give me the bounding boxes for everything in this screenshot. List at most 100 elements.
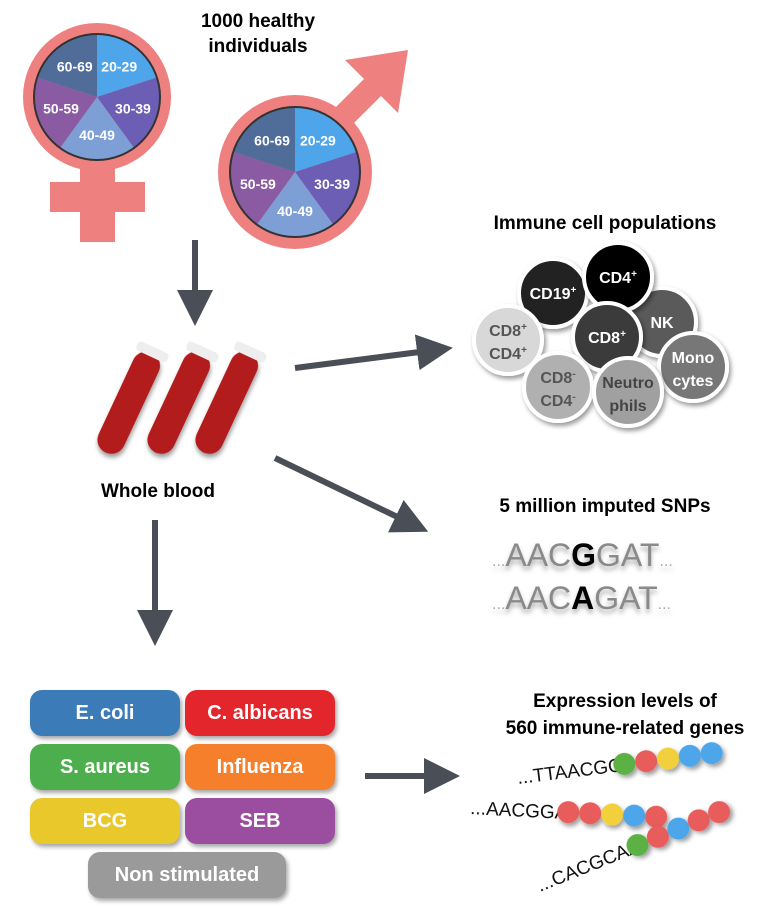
- bead: [646, 825, 669, 848]
- snp-variant: G: [571, 537, 596, 573]
- svg-text:CD4+: CD4+: [489, 345, 527, 363]
- cell-label-sup: -: [572, 369, 575, 380]
- cell-label: cytes: [673, 373, 714, 390]
- svg-text:CD8+: CD8+: [588, 329, 626, 347]
- cell-0: CD8+CD4+: [472, 304, 544, 376]
- pie-slice: [295, 107, 357, 172]
- blood-tubes-icon: [97, 341, 267, 454]
- bead: [623, 804, 646, 827]
- cell-2: CD4+: [582, 241, 654, 313]
- bead: [687, 809, 710, 832]
- cell-label: Neutro: [602, 375, 654, 392]
- expression-strand: ...TTAACGG: [516, 742, 723, 789]
- age-label: 30-39: [115, 101, 151, 117]
- immune-title: Immune cell populations: [494, 213, 717, 234]
- pie-slice: [256, 172, 334, 237]
- cell-label: Mono: [672, 350, 715, 367]
- bead: [667, 817, 690, 840]
- stimulus-s-aureus: S. aureus: [30, 744, 180, 790]
- pie-slice: [37, 34, 97, 97]
- expression-title-1: Expression levels of: [533, 691, 717, 712]
- cell-label-sup: +: [631, 269, 637, 280]
- svg-text:cytes: cytes: [673, 373, 714, 390]
- bead: [635, 750, 658, 773]
- cell-7: Mono cytes: [657, 331, 729, 403]
- bead: [579, 802, 602, 825]
- svg-text:NK: NK: [650, 315, 674, 332]
- age-label: 40-49: [79, 127, 115, 143]
- bead: [626, 834, 649, 857]
- pie-slice: [59, 97, 135, 160]
- snp-variant: A: [571, 580, 594, 616]
- bead: [678, 744, 701, 767]
- cell-label: NK: [650, 315, 674, 332]
- cell-label: CD8: [540, 370, 572, 387]
- strand-sequence: ...TTAACGG: [516, 755, 624, 789]
- cell-label-sup: +: [521, 322, 527, 333]
- bead: [645, 805, 668, 828]
- expression-title-2: 560 immune-related genes: [506, 718, 745, 739]
- title-line-2: individuals: [208, 36, 307, 57]
- bead: [613, 752, 636, 775]
- age-label: 60-69: [254, 132, 290, 148]
- svg-text:CD4+: CD4+: [599, 269, 637, 287]
- cell-5: CD8-CD4-: [522, 351, 594, 423]
- bead: [601, 803, 624, 826]
- whole-blood-label: Whole blood: [101, 481, 215, 502]
- stimulus-e-coli: E. coli: [30, 690, 180, 736]
- pie-slice: [233, 107, 295, 172]
- age-label: 20-29: [101, 58, 137, 74]
- svg-text:CD8-: CD8-: [540, 369, 575, 387]
- stimulus-non-stimulated: Non stimulated: [88, 852, 286, 898]
- cell-label-sup: +: [620, 329, 626, 340]
- age-label: 20-29: [300, 132, 336, 148]
- expression-strands: ...TTAACGG...AACGGAT...CACGCAA: [470, 742, 731, 897]
- cell-4: CD8+: [571, 301, 643, 373]
- svg-text:Neutro: Neutro: [602, 375, 654, 392]
- svg-text:phils: phils: [609, 398, 646, 415]
- pie-slice: [97, 77, 160, 148]
- arrow-to-snps: [273, 455, 429, 533]
- stimulus-seb: SEB: [185, 798, 335, 844]
- cell-label: CD4: [540, 393, 572, 410]
- pie-slice: [34, 77, 97, 148]
- svg-text:CD19+: CD19+: [530, 285, 577, 303]
- age-label: 50-59: [43, 101, 79, 117]
- cell-label: phils: [609, 398, 646, 415]
- cell-label: CD4: [489, 346, 521, 363]
- cell-label: CD19: [530, 286, 571, 303]
- pie-slice: [97, 34, 157, 97]
- cell-1: CD19+: [517, 257, 589, 329]
- age-label: 40-49: [277, 203, 313, 219]
- cell-label-sup: +: [571, 285, 577, 296]
- pie-slice: [229, 151, 295, 225]
- bead: [700, 742, 723, 765]
- cell-label: CD4: [599, 270, 631, 287]
- cell-label-sup: -: [572, 392, 575, 403]
- age-label: 50-59: [240, 176, 276, 192]
- snp-sequences: ...AACGGAT... ...AACAGAT...: [492, 537, 673, 616]
- bead: [657, 747, 680, 770]
- title-line-1: 1000 healthy: [201, 11, 315, 32]
- age-label: 30-39: [314, 176, 350, 192]
- svg-text:Mono: Mono: [672, 350, 715, 367]
- stimulus-influenza: Influenza: [185, 744, 335, 790]
- snp-sequence: ...AACGGAT...: [492, 537, 673, 573]
- age-label: 60-69: [57, 58, 93, 74]
- stimulus-c-albicans: C. albicans: [185, 690, 335, 736]
- svg-text:CD4-: CD4-: [540, 392, 575, 410]
- cell-label: CD8: [588, 330, 620, 347]
- snps-title: 5 million imputed SNPs: [499, 496, 710, 517]
- immune-cells: CD19+NKCD8+CD4+CD4+CD8+CD8-CD4-Monocytes…: [472, 241, 729, 428]
- cell-label-sup: +: [521, 345, 527, 356]
- cell-6: Neutro phils: [592, 356, 664, 428]
- svg-text:CD8+: CD8+: [489, 322, 527, 340]
- stimulus-bcg: BCG: [30, 798, 180, 844]
- pie-slice: [295, 151, 360, 225]
- cell-label: CD8: [489, 323, 521, 340]
- arrow-to-cells: [294, 334, 453, 371]
